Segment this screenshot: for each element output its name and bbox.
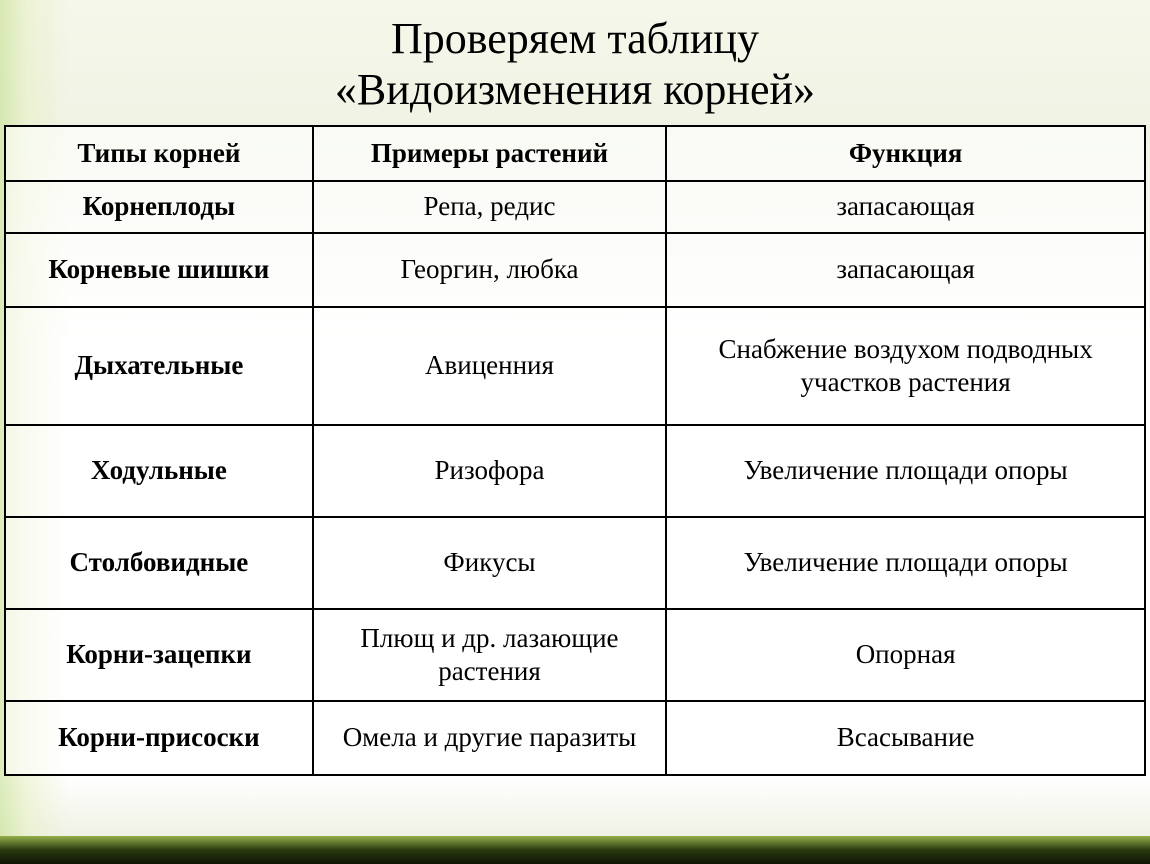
table-row: Корни-присоскиОмела и другие паразитыВса…: [5, 701, 1145, 775]
cell-examples: Фикусы: [313, 517, 666, 609]
cell-examples: Авиценния: [313, 307, 666, 425]
slide-content: Проверяем таблицу «Видоизменения корней»…: [0, 0, 1150, 776]
cell-function: Увеличение площади опоры: [666, 425, 1145, 517]
cell-root-type: Дыхательные: [5, 307, 313, 425]
title-line-1: Проверяем таблицу: [391, 14, 759, 63]
cell-examples: Георгин, любка: [313, 233, 666, 307]
cell-examples: Ризофора: [313, 425, 666, 517]
table-header-row: Типы корней Примеры растений Функция: [5, 126, 1145, 180]
table-row: ДыхательныеАвиценнияСнабжение воздухом п…: [5, 307, 1145, 425]
bottom-bar-decoration: [0, 836, 1150, 864]
root-modifications-table: Типы корней Примеры растений Функция Кор…: [4, 125, 1146, 775]
table-row: КорнеплодыРепа, редисзапасающая: [5, 181, 1145, 233]
col-header-type: Типы корней: [5, 126, 313, 180]
slide-title: Проверяем таблицу «Видоизменения корней»: [4, 14, 1146, 115]
cell-function: Снабжение воздухом подводных участков ра…: [666, 307, 1145, 425]
cell-root-type: Корневые шишки: [5, 233, 313, 307]
cell-function: Всасывание: [666, 701, 1145, 775]
cell-root-type: Ходульные: [5, 425, 313, 517]
cell-root-type: Корни-зацепки: [5, 609, 313, 701]
cell-root-type: Столбовидные: [5, 517, 313, 609]
table-row: ХодульныеРизофораУвеличение площади опор…: [5, 425, 1145, 517]
col-header-function: Функция: [666, 126, 1145, 180]
cell-root-type: Корнеплоды: [5, 181, 313, 233]
title-line-2: «Видоизменения корней»: [335, 65, 815, 114]
cell-function: запасающая: [666, 233, 1145, 307]
cell-function: запасающая: [666, 181, 1145, 233]
cell-function: Увеличение площади опоры: [666, 517, 1145, 609]
cell-examples: Омела и другие паразиты: [313, 701, 666, 775]
cell-examples: Плющ и др. лазающие растения: [313, 609, 666, 701]
cell-function: Опорная: [666, 609, 1145, 701]
cell-root-type: Корни-присоски: [5, 701, 313, 775]
table-row: СтолбовидныеФикусыУвеличение площади опо…: [5, 517, 1145, 609]
table-row: Корни-зацепкиПлющ и др. лазающие растени…: [5, 609, 1145, 701]
cell-examples: Репа, редис: [313, 181, 666, 233]
col-header-examples: Примеры растений: [313, 126, 666, 180]
table-row: Корневые шишкиГеоргин, любказапасающая: [5, 233, 1145, 307]
